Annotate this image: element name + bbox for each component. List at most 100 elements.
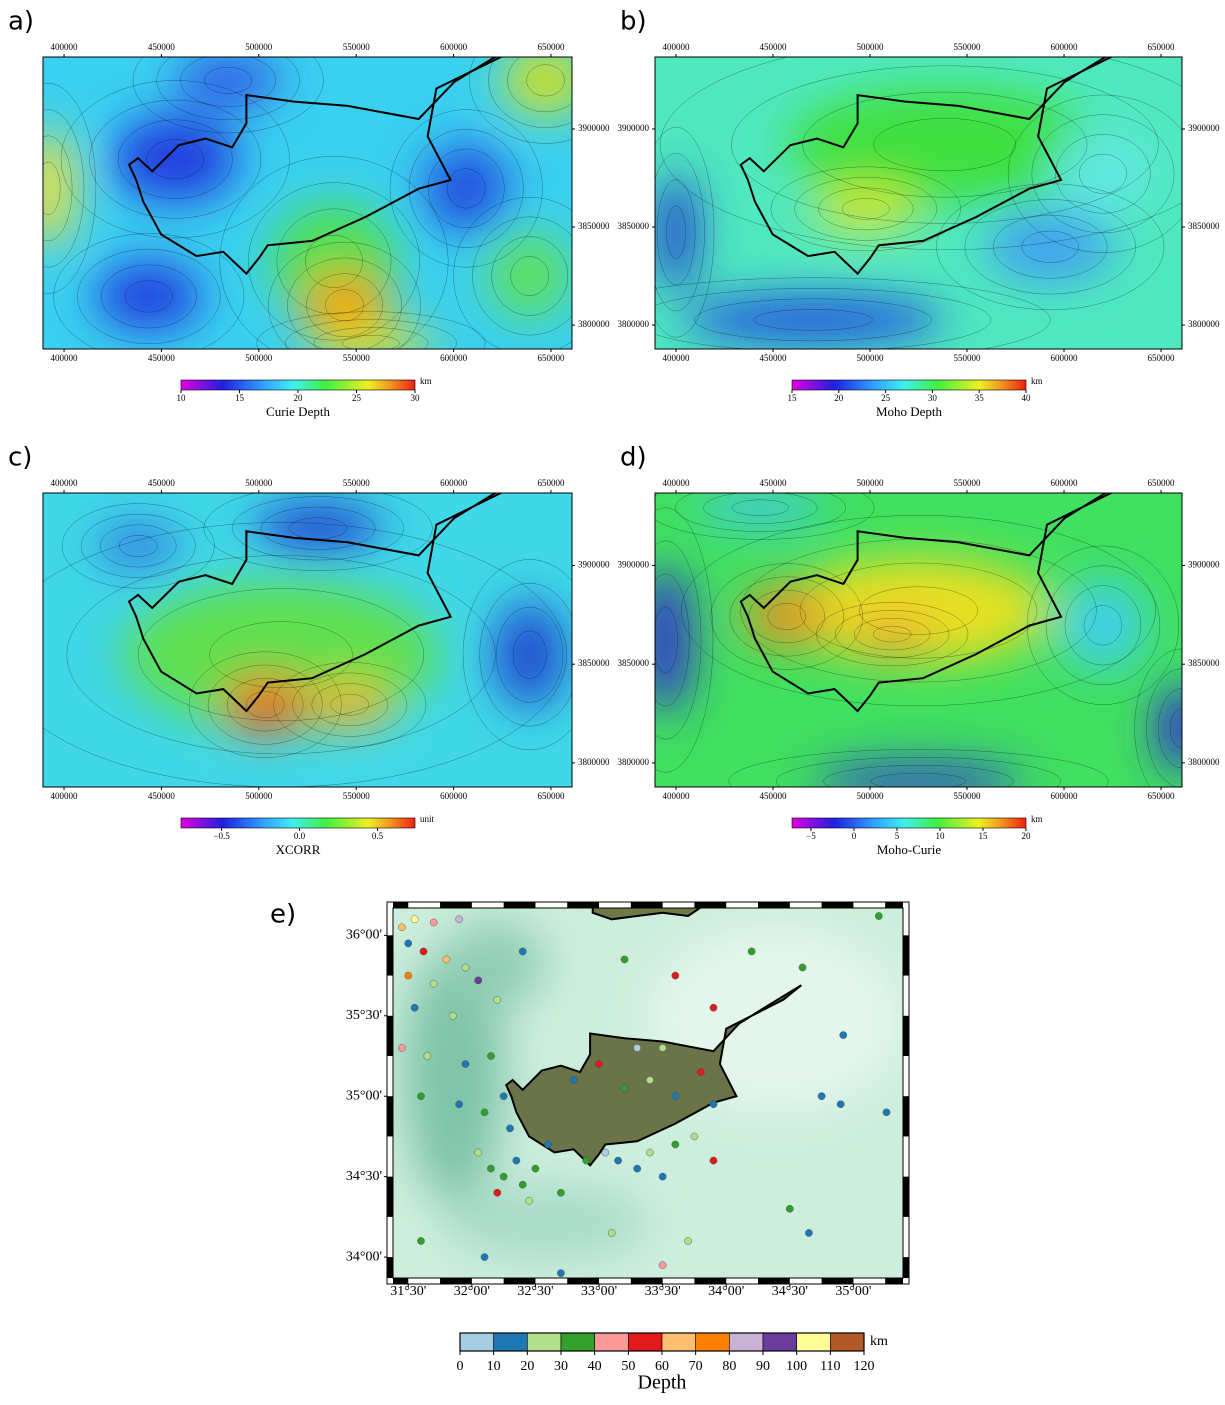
frame-segment: [903, 1016, 909, 1056]
earthquake: [494, 1189, 501, 1196]
x-tick-label: 500000: [245, 478, 273, 488]
frame-segment: [903, 1177, 909, 1217]
earthquake: [570, 1077, 577, 1084]
earthquake: [475, 977, 482, 984]
x-tick-label: 600000: [440, 42, 468, 52]
colorbar-bin: [830, 1333, 864, 1351]
earthquake: [840, 1031, 847, 1038]
field-blob: [1061, 581, 1145, 669]
frame-segment: [903, 1096, 909, 1136]
field-blob: [813, 185, 918, 232]
x-tick-label: 500000: [856, 791, 884, 801]
x-tick-label: 33°00': [581, 1284, 617, 1299]
earthquake: [615, 1157, 622, 1164]
earthquake: [532, 1165, 539, 1172]
y-tick-label: 3900000: [1188, 123, 1220, 133]
colorbar-unit: km: [1031, 814, 1043, 824]
y-tick-label: 3850000: [618, 221, 650, 231]
frame-segment: [822, 1278, 854, 1284]
earthquake: [659, 1173, 666, 1180]
earthquake: [672, 1093, 679, 1100]
earthquake: [557, 1189, 564, 1196]
x-tick-label: 500000: [245, 353, 273, 363]
earthquake: [430, 919, 437, 926]
colorbar-bin: [696, 1333, 730, 1351]
field-blob: [503, 45, 588, 115]
x-tick-label: 550000: [343, 478, 371, 488]
x-tick-label: 450000: [759, 353, 787, 363]
frame-segment: [758, 1278, 790, 1284]
y-tick-label: 3900000: [578, 560, 610, 570]
colorbar: [792, 380, 1026, 390]
earthquake: [684, 1237, 691, 1244]
frame-segment: [822, 902, 854, 908]
colorbar-tick-label: 120: [854, 1359, 875, 1374]
frame-segment: [387, 935, 393, 975]
x-tick-label: 600000: [1051, 42, 1079, 52]
earthquake: [424, 1052, 431, 1059]
earthquake: [417, 1237, 424, 1244]
field-blob: [308, 681, 393, 728]
y-tick-label: 3800000: [1188, 757, 1220, 767]
frame-segment: [694, 902, 726, 908]
earthquake: [462, 964, 469, 971]
colorbar-tick-label: 0.5: [372, 831, 384, 841]
panel-label: d): [620, 443, 647, 473]
frame-segment: [903, 935, 909, 975]
colorbar-tick-label: 10: [487, 1359, 501, 1374]
earthquake: [621, 956, 628, 963]
earthquake: [659, 1044, 666, 1051]
field-blob: [96, 261, 202, 331]
earthquake: [595, 1060, 602, 1067]
frame-segment: [758, 902, 790, 908]
earthquake: [449, 1012, 456, 1019]
colorbar-tick-label: 15: [788, 393, 798, 403]
colorbar-bin: [797, 1333, 831, 1351]
y-tick-label: 3850000: [578, 221, 610, 231]
field-blob: [223, 675, 308, 734]
earthquake: [602, 1149, 609, 1156]
frame-segment: [885, 1278, 903, 1284]
colorbar-tick-label: 20: [1022, 831, 1032, 841]
frame-segment: [393, 902, 408, 908]
x-tick-label: 400000: [662, 478, 690, 488]
colorbar-tick-label: 0: [457, 1359, 464, 1374]
colorbar-tick-label: 10: [177, 393, 187, 403]
frame-segment: [504, 1278, 536, 1284]
x-tick-label: 400000: [662, 353, 690, 363]
x-tick-label: 500000: [856, 353, 884, 363]
colorbar-tick-label: 35: [975, 393, 985, 403]
x-tick-label: 400000: [662, 791, 690, 801]
colorbar-bin: [662, 1333, 696, 1351]
colorbar-tick-label: 15: [235, 393, 245, 403]
y-tick-label: 3850000: [1188, 658, 1220, 668]
colorbar-bin: [494, 1333, 528, 1351]
earthquake: [456, 916, 463, 923]
earthquake: [837, 1101, 844, 1108]
x-tick-label: 600000: [440, 353, 468, 363]
y-tick-label: 3850000: [1188, 221, 1220, 231]
field-blob: [850, 616, 934, 651]
field-blob: [813, 763, 1024, 798]
earthquake: [710, 1101, 717, 1108]
colorbar: [181, 818, 415, 828]
frame-segment: [387, 1016, 393, 1056]
frame-segment: [440, 1278, 472, 1284]
colorbar-title: Moho-Curie: [877, 842, 942, 857]
x-tick-label: 600000: [1051, 353, 1079, 363]
frame-segment: [387, 1096, 393, 1136]
colorbar-tick-label: 110: [820, 1359, 840, 1374]
x-tick-label: 650000: [537, 478, 565, 488]
field-blob: [487, 232, 572, 320]
earthquake: [672, 972, 679, 979]
x-tick-label: 31°30': [390, 1284, 426, 1299]
colorbar-tick-label: 25: [881, 393, 891, 403]
y-tick-label: 36°00': [346, 928, 382, 943]
colorbar-tick-label: 0: [852, 831, 857, 841]
frame-segment: [387, 1177, 393, 1217]
x-tick-label: 450000: [148, 791, 176, 801]
earthquake: [487, 1052, 494, 1059]
panel-label: b): [620, 7, 647, 37]
frame-segment: [567, 902, 599, 908]
earthquake: [405, 940, 412, 947]
